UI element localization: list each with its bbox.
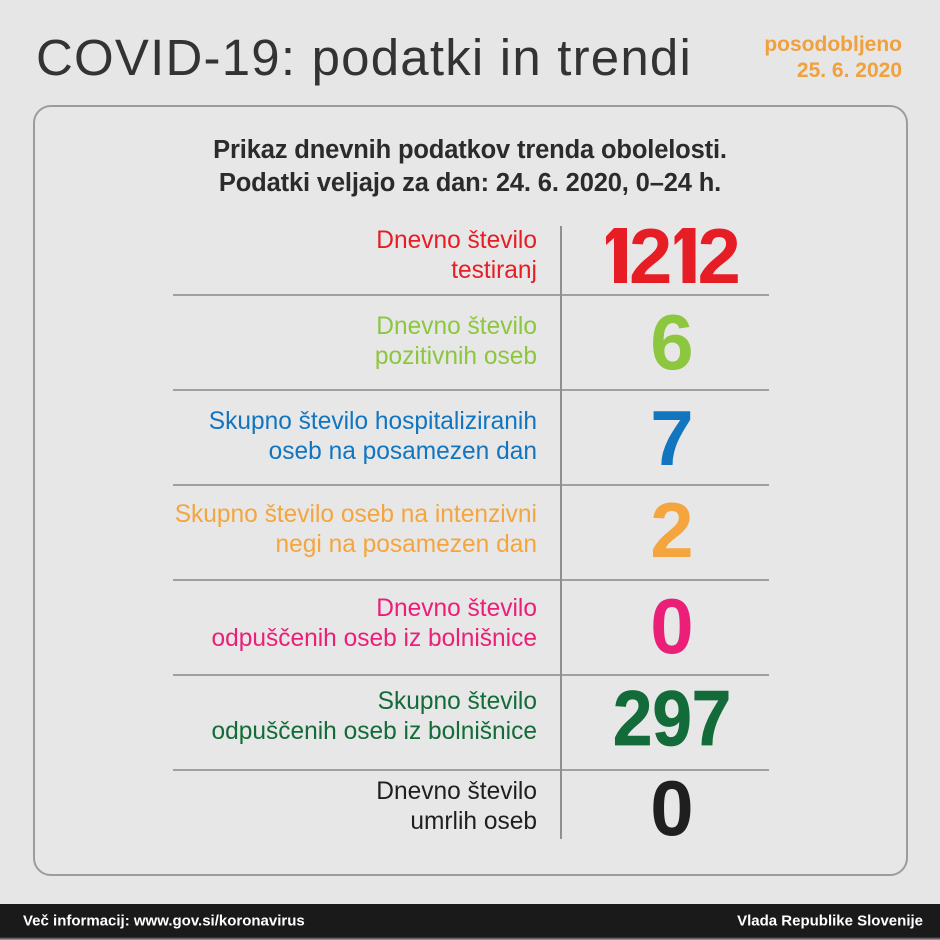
svg-text:2: 2: [698, 212, 741, 300]
svg-text:2: 2: [629, 212, 672, 300]
